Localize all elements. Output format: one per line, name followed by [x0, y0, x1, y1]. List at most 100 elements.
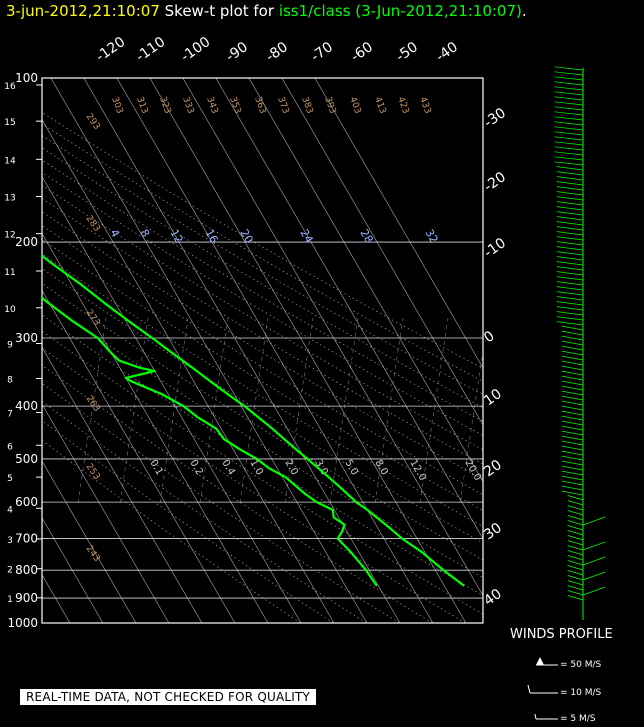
wind-barb	[561, 465, 584, 471]
dewpoint-trace	[42, 296, 378, 587]
wind-legend-5: = 5 M/S	[560, 714, 596, 724]
isotherm-line	[42, 403, 170, 623]
isotherm-line	[83, 78, 401, 623]
wind-barb	[561, 405, 584, 411]
wind-barb	[556, 216, 584, 221]
wind-barb	[567, 550, 584, 556]
wind-barb	[556, 301, 584, 306]
theta-label: 433	[417, 96, 432, 116]
title-prefix: Skew-t plot for	[164, 2, 275, 20]
height-km-label: 5	[7, 474, 13, 484]
wind-barb	[556, 206, 584, 211]
pressure-label: 900	[15, 591, 38, 605]
wind-barb	[556, 236, 584, 241]
wind-barb	[556, 291, 584, 296]
wind-barb	[561, 490, 584, 496]
theta-label: 273	[84, 308, 102, 328]
wind-barb	[554, 141, 584, 146]
theta-label: 243	[84, 544, 102, 564]
top-temp-label: -90	[223, 39, 251, 65]
legend-barb-5-flag	[534, 713, 537, 720]
wind-barb	[556, 261, 584, 266]
mixing-ratio-line	[119, 317, 149, 504]
wind-barb	[561, 390, 584, 396]
wind-barb	[561, 385, 584, 391]
wind-barb	[554, 76, 584, 81]
theta-label: 343	[204, 96, 219, 116]
pressure-label: 400	[15, 399, 38, 413]
wind-barb	[567, 555, 584, 561]
wind-barb	[567, 585, 584, 591]
mixing-ratio-line	[374, 317, 404, 504]
wind-barb	[567, 575, 584, 581]
wind-barb	[561, 480, 584, 486]
wind-barb	[556, 171, 584, 176]
mixing-ratio-line	[159, 317, 189, 504]
legend-pennant-50	[536, 657, 544, 665]
theta-label: 293	[84, 112, 102, 132]
mixing-label: 16	[202, 227, 220, 246]
isotherm-line	[281, 78, 483, 426]
mixing-ratio-line	[284, 317, 314, 504]
mixing-ratio-line	[77, 317, 107, 504]
pressure-label: 500	[15, 452, 38, 466]
wind-barb	[556, 166, 584, 171]
height-km-label: 14	[4, 156, 16, 166]
dry-adiabat-lines	[42, 111, 483, 623]
wind-barb	[561, 355, 584, 361]
mixing-low-label: 2.0	[282, 458, 299, 477]
wind-barb	[554, 86, 584, 91]
pressure-label: 200	[15, 235, 38, 249]
winds-profile-title: WINDS PROFILE	[510, 627, 613, 642]
wind-barb	[556, 181, 584, 186]
wind-barb	[556, 251, 584, 256]
wind-barb	[561, 410, 584, 416]
winds-profile	[527, 66, 606, 720]
wind-barb	[554, 121, 584, 126]
height-km-label: 16	[4, 82, 16, 92]
dry-adiabat	[42, 184, 483, 451]
wind-barb	[567, 505, 584, 511]
theta-label: 403	[347, 96, 362, 116]
wind-barb	[554, 66, 584, 71]
mixing-low-label: 5.0	[342, 458, 359, 477]
dry-adiabat	[42, 347, 466, 623]
height-km-label: 1	[7, 595, 13, 605]
wind-barb	[582, 571, 606, 581]
theta-label: 283	[84, 214, 102, 234]
theta-label: 373	[275, 96, 290, 116]
mixing-label: 28	[357, 227, 375, 246]
right-temp-label: 10	[481, 386, 505, 409]
theta-label: 323	[157, 96, 172, 116]
height-km-label: 4	[7, 505, 13, 515]
legend-barb-10-flag	[527, 684, 531, 694]
wind-barb	[561, 380, 584, 386]
wind-barb	[561, 325, 584, 331]
wind-legend-50: = 50 M/S	[560, 660, 602, 670]
wind-barb	[556, 191, 584, 196]
mixing-low-label: 8.0	[372, 458, 389, 477]
wind-barb	[556, 281, 584, 286]
wind-barb	[556, 211, 584, 216]
wind-barb	[554, 146, 584, 151]
wind-barb	[556, 296, 584, 301]
height-km-label: 12	[4, 231, 15, 241]
theta-label: 263	[84, 394, 102, 414]
title-date: 3-jun-2012,21:10:07	[6, 2, 160, 20]
plot-title: 3-jun-2012,21:10:07 Skew-t plot for iss1…	[6, 1, 527, 21]
wind-barb	[561, 375, 584, 381]
isotherm-line	[215, 78, 483, 540]
wind-barb	[556, 311, 584, 316]
wind-barb	[567, 560, 584, 566]
theta-label: 333	[180, 96, 195, 116]
wind-barb	[561, 350, 584, 356]
height-km-label: 2	[7, 566, 13, 576]
dry-adiabat	[42, 420, 334, 623]
right-temp-label: 20	[481, 457, 505, 480]
isotherm-line	[42, 289, 236, 623]
wind-barb	[556, 271, 584, 276]
isotherm-line	[50, 78, 368, 623]
dry-adiabat	[42, 211, 483, 480]
pressure-label: 1000	[7, 616, 38, 630]
dry-adiabat	[42, 123, 483, 382]
